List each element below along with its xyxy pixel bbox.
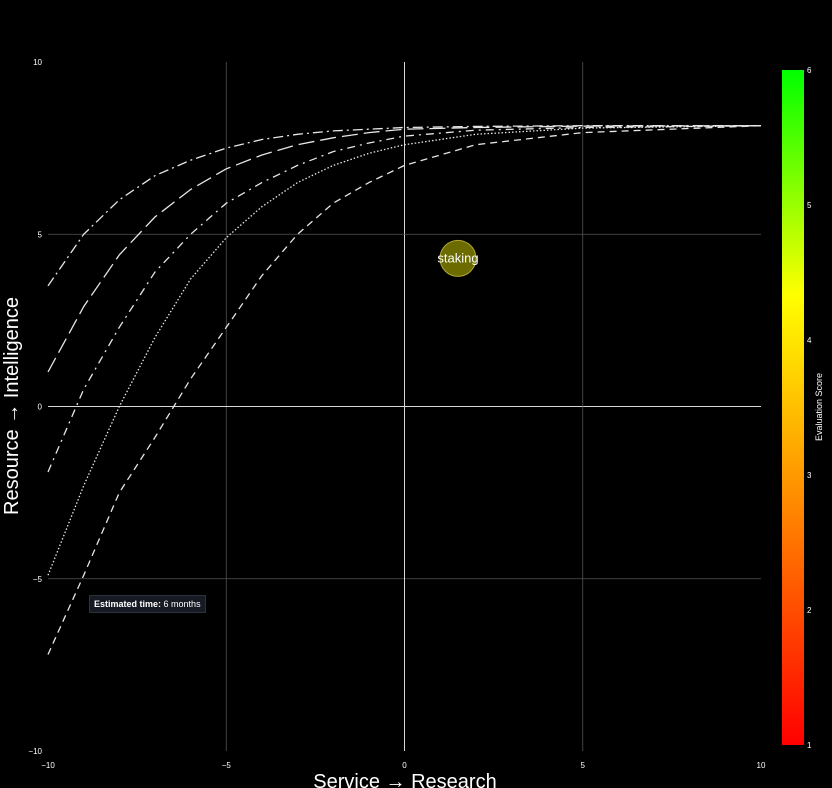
series-line bbox=[47, 125, 762, 576]
y-tick-label: 0 bbox=[38, 403, 43, 412]
x-tick-label: 5 bbox=[581, 761, 586, 770]
colorbar-ticks: 1 2 3 4 5 6 bbox=[807, 66, 812, 750]
colorbar-tick-label: 1 bbox=[807, 741, 812, 750]
y-tick-label: −10 bbox=[28, 747, 42, 756]
x-tick-label: 0 bbox=[402, 761, 407, 770]
series-line bbox=[47, 125, 762, 473]
x-tick-label: −10 bbox=[41, 761, 55, 770]
series-group bbox=[47, 125, 762, 655]
y-axis-title: Resource → Intelligence bbox=[1, 297, 23, 515]
tooltip-value: 6 months bbox=[163, 599, 201, 609]
series-line bbox=[47, 125, 762, 373]
y-axis: −10 −5 0 5 10 bbox=[28, 58, 42, 756]
x-axis-title: Service → Research bbox=[313, 771, 496, 788]
tooltip-label: Estimated time: bbox=[94, 599, 162, 609]
colorbar-tick-label: 5 bbox=[807, 201, 812, 210]
colorbar-tick-label: 4 bbox=[807, 336, 812, 345]
colorbar-title: Evaluation Score bbox=[814, 373, 824, 441]
grid bbox=[48, 62, 761, 751]
colorbar-tick-label: 3 bbox=[807, 471, 812, 480]
colorbar bbox=[782, 70, 804, 745]
bubble[interactable] bbox=[439, 239, 477, 277]
y-tick-label: −5 bbox=[33, 575, 43, 584]
x-tick-label: −5 bbox=[222, 761, 232, 770]
x-tick-label: 10 bbox=[757, 761, 766, 770]
bubble-group: staking bbox=[437, 239, 479, 277]
bubble-label: staking bbox=[437, 250, 478, 265]
tooltip: Estimated time: 6 months bbox=[89, 595, 206, 613]
colorbar-tick-label: 2 bbox=[807, 606, 812, 615]
y-tick-label: 5 bbox=[38, 230, 43, 239]
x-axis: −10 −5 0 5 10 bbox=[41, 761, 766, 770]
series-line bbox=[47, 125, 761, 287]
colorbar-tick-label: 6 bbox=[807, 66, 812, 75]
y-tick-label: 10 bbox=[33, 58, 42, 67]
